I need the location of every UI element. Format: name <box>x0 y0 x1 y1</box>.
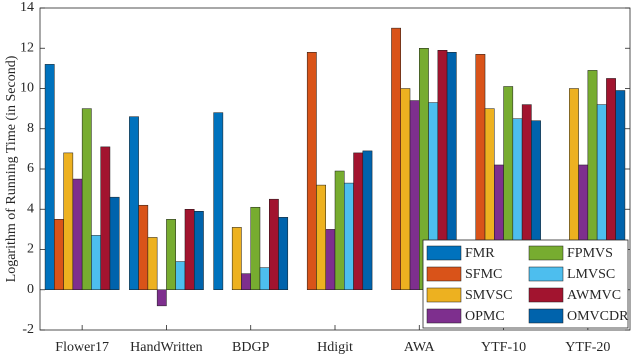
bar <box>129 116 139 290</box>
legend-swatch <box>528 287 564 303</box>
bar <box>409 100 420 290</box>
bar <box>63 152 74 290</box>
bar <box>138 204 149 291</box>
legend-swatch <box>426 287 462 303</box>
bar <box>44 64 55 290</box>
bar <box>362 150 373 290</box>
y-tick-label: 14 <box>20 0 34 15</box>
x-tick-label: YTF-20 <box>565 340 610 355</box>
legend-label: SMVSC <box>465 288 512 303</box>
bar <box>353 152 364 290</box>
legend-swatch <box>528 245 564 261</box>
legend-swatch <box>426 245 462 261</box>
bar <box>193 211 204 290</box>
bar <box>147 237 158 291</box>
bar <box>316 184 326 291</box>
bar <box>325 229 336 290</box>
legend-swatch <box>528 308 564 324</box>
y-tick-label: 6 <box>27 161 34 176</box>
legend-swatch <box>426 266 462 282</box>
bar <box>81 108 92 290</box>
x-tick-label: HandWritten <box>130 340 203 355</box>
bar <box>213 112 224 291</box>
bar <box>344 182 354 290</box>
y-tick-label: 0 <box>27 282 34 297</box>
bar <box>100 146 111 290</box>
y-tick-label: 8 <box>27 121 34 136</box>
bar <box>306 52 317 291</box>
bar <box>54 219 64 290</box>
bar <box>175 261 186 291</box>
legend-label: SFMC <box>465 267 502 282</box>
bar <box>166 219 176 290</box>
bar <box>269 198 279 290</box>
legend-label: FPMVS <box>567 246 613 261</box>
legend-swatch <box>528 266 564 282</box>
x-tick-label: AWA <box>404 340 436 355</box>
bar <box>400 88 411 290</box>
y-tick-label: 10 <box>20 81 34 96</box>
bar <box>241 273 251 290</box>
x-tick-label: YTF-10 <box>481 340 526 355</box>
bar <box>109 196 120 290</box>
plot-frame <box>39 7 631 331</box>
y-tick-label: 4 <box>27 201 34 216</box>
legend-label: OPMC <box>465 309 505 324</box>
bar <box>72 178 83 290</box>
x-tick-label: BDGP <box>232 340 270 355</box>
x-tick-label: Flower17 <box>55 340 109 355</box>
bar <box>334 170 345 290</box>
bar <box>391 27 401 290</box>
x-tick-label: Hdigit <box>317 340 353 355</box>
y-tick-label: 12 <box>20 40 34 55</box>
legend-label: LMVSC <box>567 267 615 282</box>
legend-label: OMVCDR <box>567 309 629 324</box>
bar <box>156 289 167 307</box>
bar <box>250 206 261 290</box>
legend-swatch <box>426 308 462 324</box>
legend-label: FMR <box>465 246 495 261</box>
legend-label: AWMVC <box>567 288 621 303</box>
bar <box>259 267 270 290</box>
bar <box>278 217 289 290</box>
bar <box>91 235 101 291</box>
bar <box>184 209 195 290</box>
y-tick-label: -2 <box>22 322 34 337</box>
bar <box>231 227 242 291</box>
y-tick-label: 2 <box>27 242 34 257</box>
y-axis-label: Logarithm of Running Time (in Second) <box>4 55 19 282</box>
